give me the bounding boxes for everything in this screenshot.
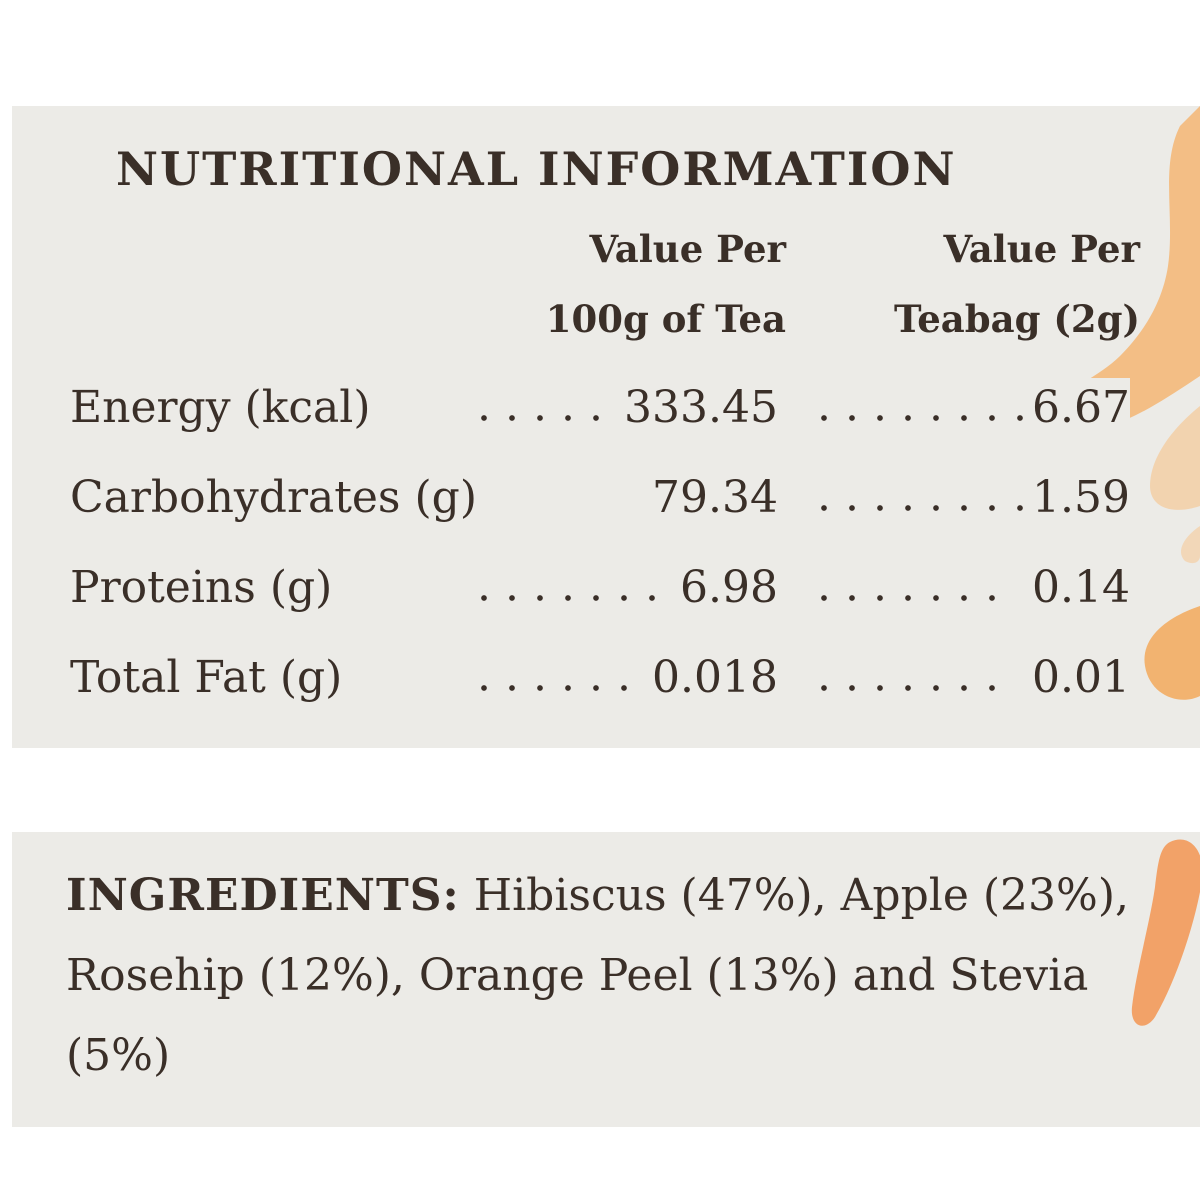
value-per-teabag: 6.67: [1024, 378, 1130, 438]
dot-leader: [810, 414, 1090, 422]
column-header-line: Value Per: [943, 227, 1140, 271]
column-header-line: 100g of Tea: [545, 297, 786, 341]
ingredients-list: Hibiscus (47%), Apple (23%), Rosehip (12…: [66, 870, 1129, 1081]
ingredients-label: INGREDIENTS:: [66, 870, 460, 921]
dot-leader: [470, 594, 770, 602]
value-per-teabag: 0.01: [1024, 648, 1130, 708]
value-per-100g: 0.018: [644, 648, 786, 708]
value-per-100g: 333.45: [616, 378, 786, 438]
column-header-line: Value Per: [589, 227, 786, 271]
column-header-per-100g: Value Per 100g of Tea: [546, 214, 786, 354]
nutrition-row-carbohydrates: Carbohydrates (g) 79.34 1.59: [70, 468, 1130, 528]
nutrition-row-total-fat: Total Fat (g) 0.018 0.01: [70, 648, 1130, 708]
nutrient-label: Energy (kcal): [70, 378, 377, 438]
ingredients-panel: INGREDIENTS: Hibiscus (47%), Apple (23%)…: [12, 832, 1200, 1127]
nutrition-title: NUTRITIONAL INFORMATION: [116, 142, 957, 196]
column-header-line: Teabag (2g): [893, 297, 1140, 341]
ingredients-text: INGREDIENTS: Hibiscus (47%), Apple (23%)…: [66, 856, 1176, 1096]
dot-leader: [810, 594, 1010, 602]
nutrient-label: Total Fat (g): [70, 648, 349, 708]
nutrition-panel: NUTRITIONAL INFORMATION Value Per 100g o…: [12, 106, 1200, 748]
dot-leader: [810, 504, 1090, 512]
value-per-teabag: 0.14: [1024, 558, 1130, 618]
orange-splash-decoration: [1131, 839, 1200, 1026]
dot-leader: [470, 684, 770, 692]
value-per-100g: 79.34: [644, 468, 786, 528]
value-per-teabag: 1.59: [1024, 468, 1130, 528]
value-per-100g: 6.98: [672, 558, 786, 618]
orange-splash-decoration: [1058, 106, 1200, 700]
nutrient-label: Carbohydrates (g): [70, 468, 483, 528]
nutrition-row-energy: Energy (kcal) 333.45 6.67: [70, 378, 1130, 438]
nutrient-label: Proteins (g): [70, 558, 339, 618]
dot-leader: [810, 684, 1010, 692]
column-header-per-teabag: Value Per Teabag (2g): [894, 214, 1140, 354]
nutrition-row-proteins: Proteins (g) 6.98 0.14: [70, 558, 1130, 618]
